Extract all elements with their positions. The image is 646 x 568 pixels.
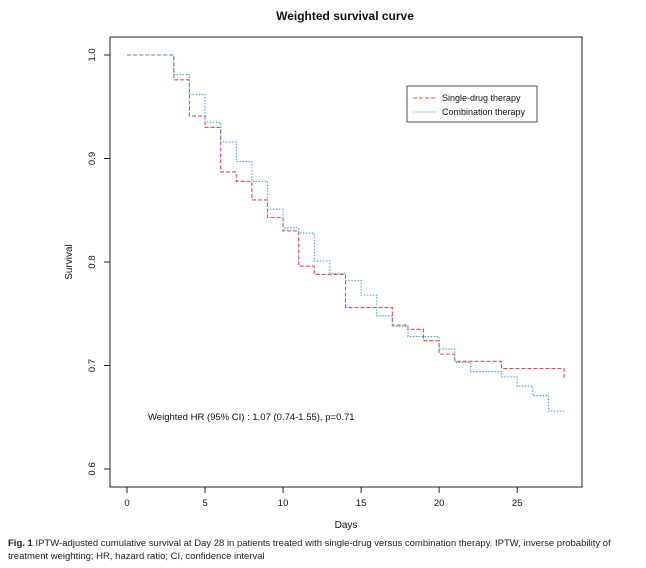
legend: Single-drug therapy Combination therapy [406,85,538,123]
caption-label: Fig. 1 [8,538,33,549]
y-tick-label: 1.0 [87,48,98,61]
series-layer [127,54,565,412]
x-tick-label: 25 [512,498,523,509]
y-tick-label: 0.8 [87,255,98,268]
hr-annotation: Weighted HR (95% CI) : 1.07 (0.74-1.55),… [148,412,355,423]
y-tick-label: 0.7 [87,359,98,372]
x-tick-label: 10 [278,498,289,509]
legend-label-single-drug: Single-drug therapy [442,93,521,103]
legend-box [406,85,538,123]
series-single-drug-curve [127,54,565,378]
x-tick-label: 0 [124,498,129,509]
survival-chart: Weighted survival curve 0 5 10 15 20 25 0.6 0.7… [64,9,583,531]
y-tick-label: 0.6 [87,462,98,475]
x-tick-label: 5 [202,498,207,509]
x-tick-label: 15 [356,498,367,509]
x-tick-label: 20 [434,498,445,509]
figure-caption: Fig. 1 IPTW-adjusted cumulative survival… [8,537,638,563]
chart-title: Weighted survival curve [276,9,414,23]
x-axis-label: Days [335,520,358,530]
y-tick-label: 0.9 [87,152,98,165]
chart-svg: Weighted survival curve 0 5 10 15 20 25 0.6 0.7… [64,9,583,531]
series-combination-curve [127,54,564,412]
y-axis-label: Survival [64,244,75,280]
caption-text: IPTW-adjusted cumulative survival at Day… [8,538,611,562]
axes: 0 5 10 15 20 25 0.6 0.7 0.8 0.9 1.0 [87,48,522,509]
legend-label-combination: Combination therapy [442,107,526,117]
